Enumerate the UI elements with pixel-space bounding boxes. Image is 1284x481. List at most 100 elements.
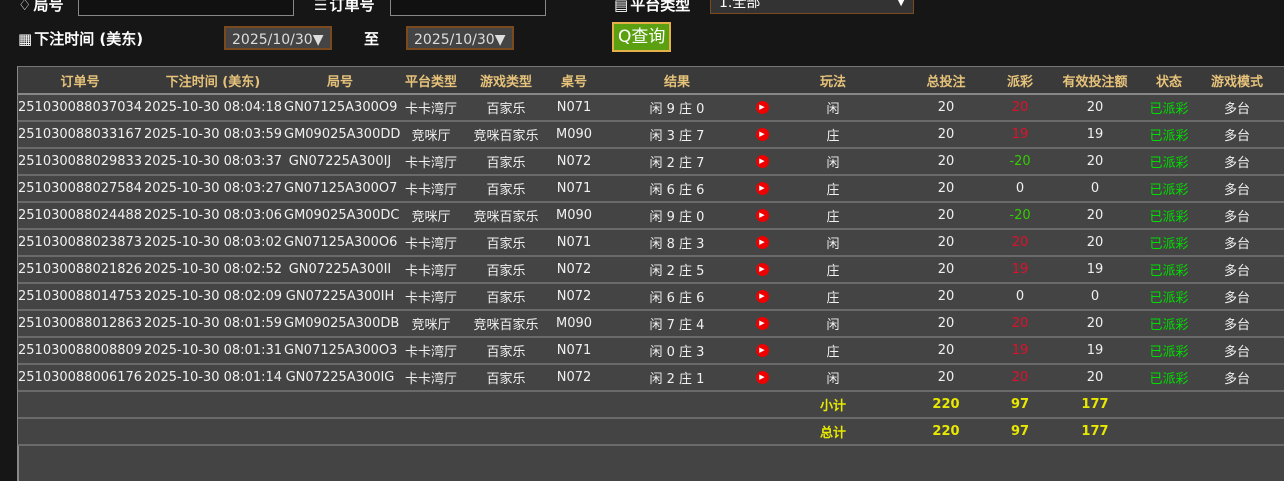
query-button[interactable]: Q查询 [612, 22, 672, 52]
order-id: 251030088021826 [18, 256, 142, 284]
platform: 卡卡湾厅 [396, 148, 466, 176]
date-from-picker[interactable]: 2025/10/30▼ [224, 26, 332, 50]
bet-time: 2025-10-30 08:02:52 [142, 256, 284, 284]
round-input[interactable] [78, 0, 294, 16]
empty-cell [142, 391, 284, 419]
column-header: 平台类型 [396, 67, 466, 95]
subtotal-valid-bet: 177 [1042, 391, 1148, 419]
play-icon: ▶ [755, 236, 769, 249]
total-payout: 97 [998, 418, 1042, 446]
play-type: 闲 [772, 94, 894, 122]
total-valid-bet: 177 [1042, 418, 1148, 446]
play-type: 庄 [772, 202, 894, 230]
play-icon: ▶ [755, 209, 769, 222]
status: 已派彩 [1148, 94, 1190, 122]
game-mode: 多台 [1190, 202, 1284, 230]
result: 闲 0 庄 3 [602, 337, 752, 365]
table-id: M090 [546, 121, 602, 149]
replay-button[interactable]: ▶ [752, 310, 772, 338]
total-bet: 20 [894, 310, 998, 338]
status: 已派彩 [1148, 121, 1190, 149]
round-label: ♢ 局号 [18, 0, 63, 15]
valid-bet: 20 [1042, 148, 1148, 176]
valid-bet: 19 [1042, 337, 1148, 365]
server-icon: ▤ [614, 0, 629, 14]
total-bet: 20 [894, 364, 998, 392]
result: 闲 2 庄 1 [602, 364, 752, 392]
replay-button[interactable]: ▶ [752, 148, 772, 176]
play-icon: ▶ [755, 263, 769, 276]
date-to-picker[interactable]: 2025/10/30▼ [406, 26, 514, 50]
play-type: 闲 [772, 310, 894, 338]
round-id: GN07225A300IJ [284, 148, 396, 176]
game-type: 竞咪百家乐 [466, 202, 546, 230]
platform: 卡卡湾厅 [396, 94, 466, 122]
empty-cell [396, 391, 466, 419]
replay-button[interactable]: ▶ [752, 175, 772, 203]
payout: 19 [998, 337, 1042, 365]
play-type: 庄 [772, 256, 894, 284]
order-id: 251030088023873 [18, 229, 142, 257]
play-type: 闲 [772, 148, 894, 176]
replay-button[interactable]: ▶ [752, 121, 772, 149]
game-type: 竞咪百家乐 [466, 121, 546, 149]
total-bet: 20 [894, 283, 998, 311]
status: 已派彩 [1148, 310, 1190, 338]
total-bet: 20 [894, 202, 998, 230]
order-id: 251030088014753 [18, 283, 142, 311]
replay-button[interactable]: ▶ [752, 283, 772, 311]
total-bet: 20 [894, 94, 998, 122]
game-mode: 多台 [1190, 94, 1284, 122]
empty-cell [284, 391, 396, 419]
platform: 卡卡湾厅 [396, 283, 466, 311]
order-id: 251030088008809 [18, 337, 142, 365]
platform: 卡卡湾厅 [396, 229, 466, 257]
empty-cell [602, 391, 752, 419]
play-icon: ▶ [755, 101, 769, 114]
empty-cell [142, 418, 284, 446]
table-id: N072 [546, 364, 602, 392]
empty-cell [602, 418, 752, 446]
order-id: 251030088006176 [18, 364, 142, 392]
game-mode: 多台 [1190, 337, 1284, 365]
game-mode: 多台 [1190, 229, 1284, 257]
play-type: 庄 [772, 283, 894, 311]
table-id: N072 [546, 148, 602, 176]
empty-cell [284, 418, 396, 446]
table-id: M090 [546, 310, 602, 338]
table-row: 251030088006176 2025-10-30 08:01:14 GN0722… [18, 364, 1284, 392]
chevron-down-icon: ▼ [897, 0, 905, 8]
table-row: 251030088023873 2025-10-30 08:03:02 GN0712… [18, 229, 1284, 257]
valid-bet: 20 [1042, 229, 1148, 257]
replay-button[interactable]: ▶ [752, 256, 772, 284]
game-mode: 多台 [1190, 256, 1284, 284]
status: 已派彩 [1148, 148, 1190, 176]
order-input[interactable] [390, 0, 546, 16]
replay-button[interactable]: ▶ [752, 202, 772, 230]
round-id: GN07225A300IH [284, 283, 396, 311]
bet-time: 2025-10-30 08:01:31 [142, 337, 284, 365]
table-row: 251030088024488 2025-10-30 08:03:06 GM0902… [18, 202, 1284, 230]
column-header: 有效投注额 [1042, 67, 1148, 95]
chevron-down-icon: ▼ [494, 32, 506, 48]
order-id: 251030088024488 [18, 202, 142, 230]
payout: 0 [998, 283, 1042, 311]
replay-button[interactable]: ▶ [752, 337, 772, 365]
empty-cell [18, 418, 142, 446]
platform-select[interactable]: 1.全部 ▼ [710, 0, 914, 14]
platform-label: ▤ 平台类型 [614, 0, 690, 15]
column-header: 局号 [284, 67, 396, 95]
empty-cell [396, 418, 466, 446]
replay-button[interactable]: ▶ [752, 364, 772, 392]
bet-time: 2025-10-30 08:03:59 [142, 121, 284, 149]
empty-cell [752, 391, 772, 419]
play-type: 闲 [772, 364, 894, 392]
replay-button[interactable]: ▶ [752, 229, 772, 257]
order-id: 251030088027584 [18, 175, 142, 203]
play-icon: ▶ [755, 182, 769, 195]
table-row: 251030088029833 2025-10-30 08:03:37 GN0722… [18, 148, 1284, 176]
replay-button[interactable]: ▶ [752, 94, 772, 122]
game-type: 百家乐 [466, 148, 546, 176]
empty-cell [752, 418, 772, 446]
game-type: 竞咪百家乐 [466, 310, 546, 338]
